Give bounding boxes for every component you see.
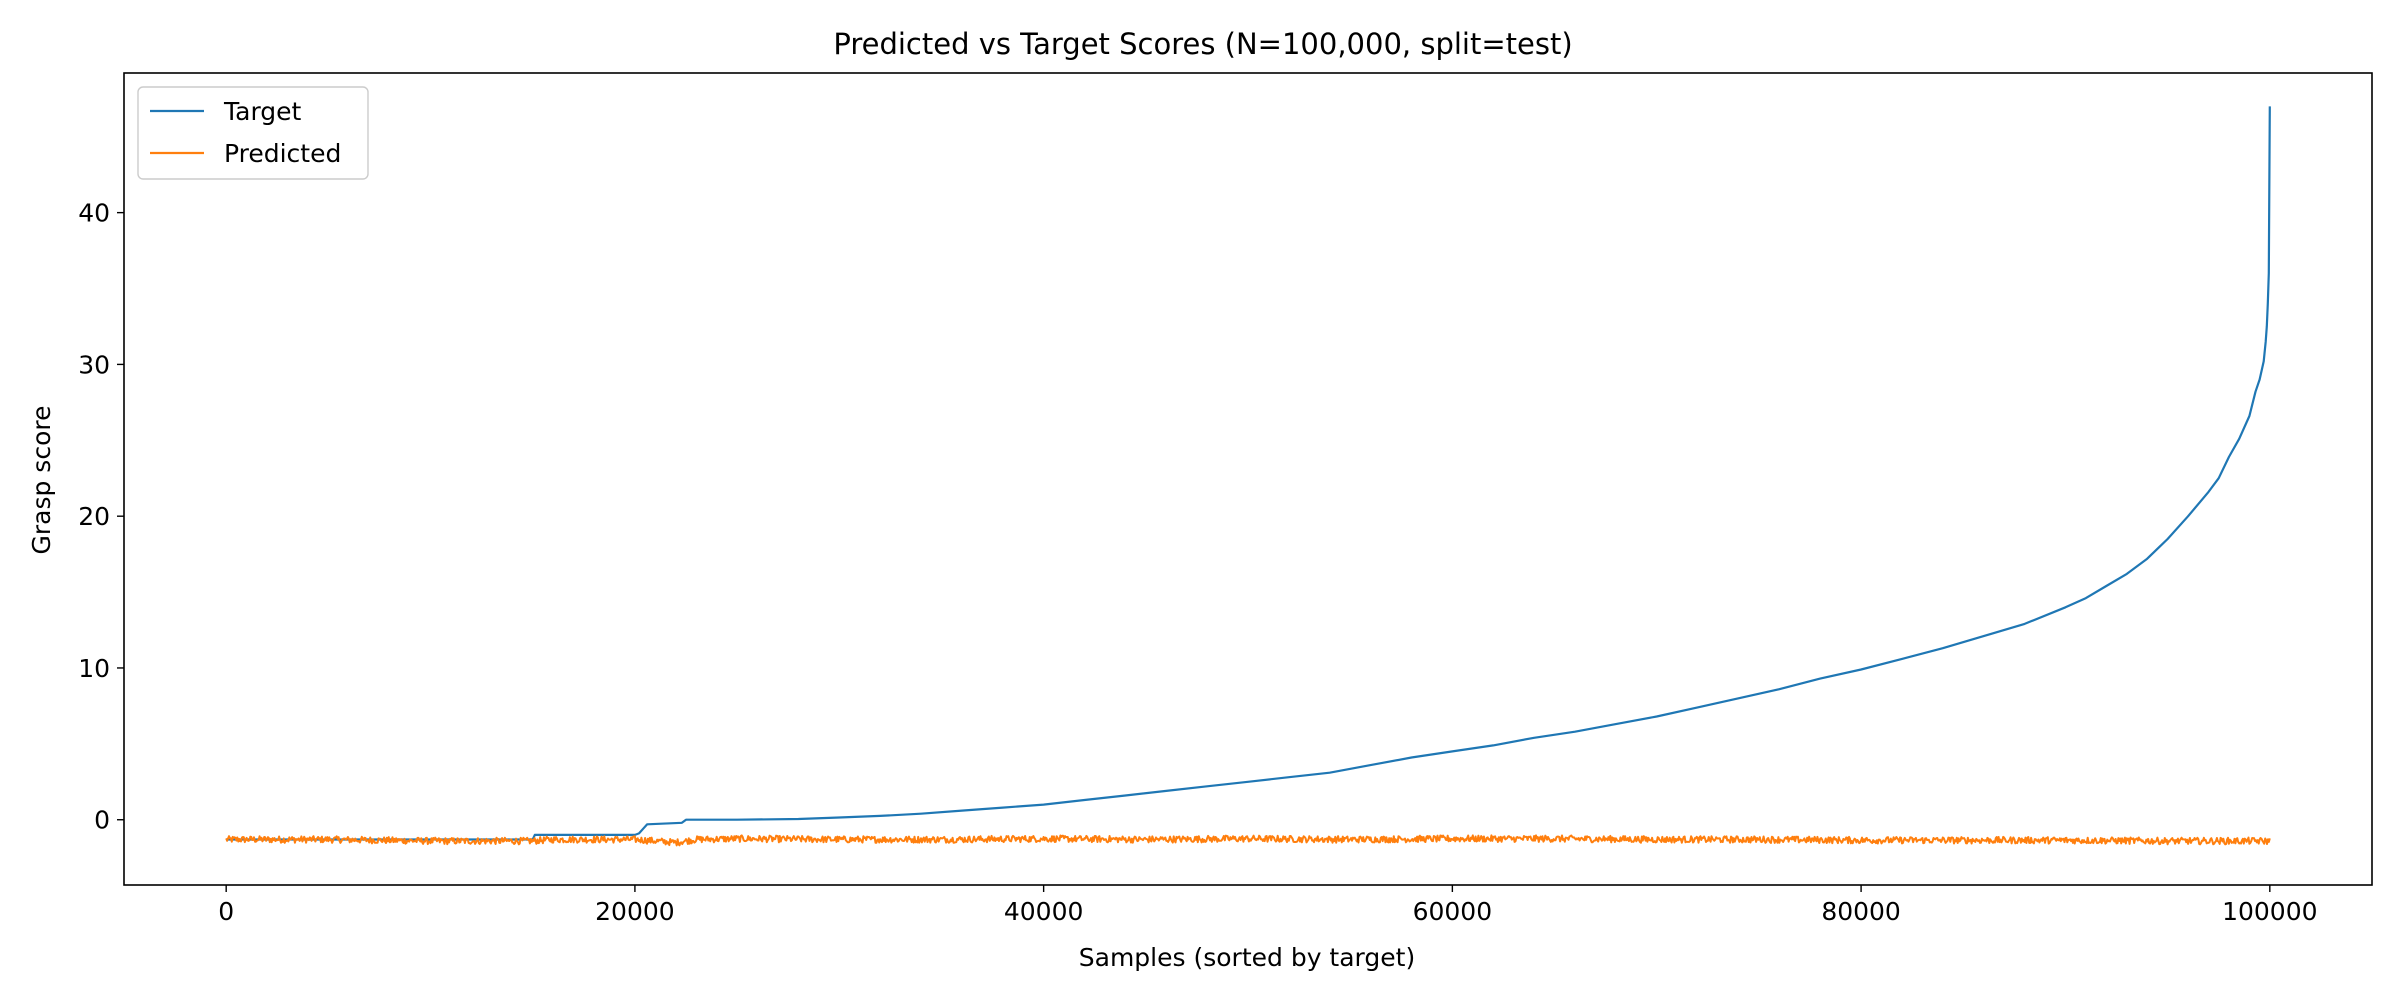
- x-tick-label: 20000: [595, 897, 675, 926]
- series-line-predicted: [225, 834, 2271, 847]
- series-line-target: [226, 106, 2271, 841]
- x-tick-label: 40000: [1004, 897, 1084, 926]
- plot-frame: [123, 72, 2373, 886]
- x-tick-label: 80000: [1821, 897, 1901, 926]
- x-tick-label: 100000: [2222, 897, 2317, 926]
- legend: Target Predicted: [137, 86, 369, 180]
- axes-layer: 0 20000 40000 60000 80000 100000 0 10 20 30 40: [78, 72, 2373, 926]
- y-tick-label: 30: [78, 350, 110, 379]
- y-tick-label: 10: [78, 654, 110, 683]
- y-tick-label: 0: [94, 806, 110, 835]
- y-axis-label: Grasp score: [27, 406, 56, 555]
- chart-title: Predicted vs Target Scores (N=100,000, s…: [833, 27, 1572, 61]
- x-axis-label: Samples (sorted by target): [1079, 943, 1415, 972]
- x-tick-label: 60000: [1413, 897, 1493, 926]
- y-tick-label: 20: [78, 502, 110, 531]
- legend-label: Predicted: [224, 139, 341, 168]
- legend-label: Target: [223, 97, 302, 126]
- x-tick-label: 0: [218, 897, 234, 926]
- series-layer: [225, 106, 2271, 847]
- y-tick-label: 40: [78, 199, 110, 228]
